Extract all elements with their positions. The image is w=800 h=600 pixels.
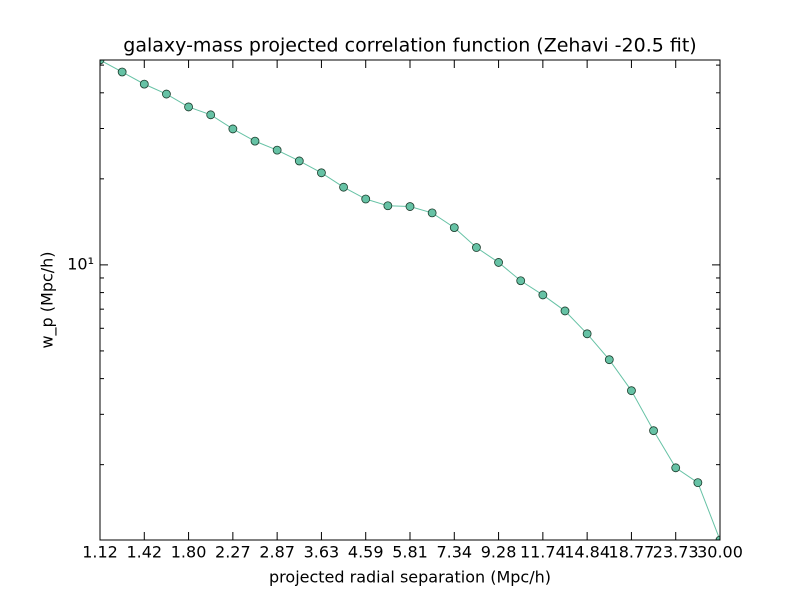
data-point (693, 478, 703, 488)
chart-title: galaxy-mass projected correlation functi… (123, 35, 696, 57)
data-point (228, 124, 238, 134)
x-tick-label: 30.00 (697, 543, 743, 562)
data-point (117, 67, 127, 77)
x-axis-label: projected radial separation (Mpc/h) (269, 568, 551, 587)
data-point (649, 426, 658, 436)
x-tick-label: 23.73 (653, 543, 699, 562)
x-tick-label: 1.80 (171, 543, 207, 562)
data-point (560, 306, 570, 316)
data-point (294, 156, 304, 166)
x-tick-label: 7.34 (436, 543, 472, 562)
y-tick-label: 10¹ (67, 254, 94, 273)
x-tick-label: 18.77 (609, 543, 655, 562)
data-point (206, 110, 216, 120)
x-tick-label: 9.28 (481, 543, 517, 562)
data-point (339, 182, 348, 192)
data-point (272, 145, 282, 155)
data-point (250, 136, 260, 146)
data-point (100, 60, 105, 65)
data-point (671, 463, 681, 473)
data-point (604, 355, 614, 365)
x-tick-label: 2.87 (259, 543, 295, 562)
x-tick-label: 14.84 (564, 543, 610, 562)
data-point (627, 386, 636, 396)
data-point (184, 102, 193, 112)
data-point (494, 258, 503, 267)
plot-area (100, 60, 720, 540)
data-point (405, 202, 415, 211)
data-point (582, 329, 592, 339)
data-point (361, 194, 371, 204)
data-point (427, 208, 437, 218)
data-point (516, 276, 526, 286)
data-point (538, 290, 548, 300)
data-point (162, 89, 171, 99)
x-tick-label: 1.42 (126, 543, 162, 562)
data-point (715, 535, 720, 540)
data-point (383, 201, 393, 211)
x-tick-label: 1.12 (82, 543, 118, 562)
x-tick-label: 4.59 (348, 543, 384, 562)
x-tick-label: 5.81 (392, 543, 428, 562)
x-tick-label: 2.27 (215, 543, 251, 562)
y-axis-label: w_p (Mpc/h) (38, 251, 58, 348)
x-tick-label: 11.74 (520, 543, 566, 562)
data-point (472, 243, 481, 252)
data-point (317, 168, 326, 178)
data-point (139, 79, 149, 89)
data-point (449, 223, 459, 233)
x-tick-label: 3.63 (304, 543, 340, 562)
